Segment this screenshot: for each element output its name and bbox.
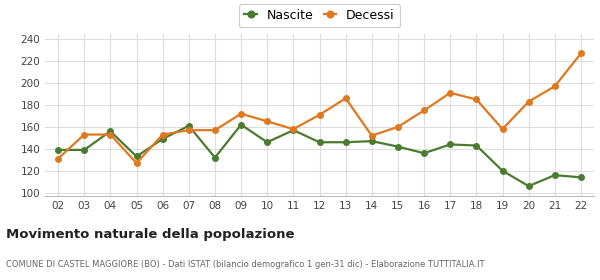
Decessi: [211, 129, 218, 132]
Nascite: [107, 130, 114, 133]
Decessi: [473, 98, 480, 101]
Legend: Nascite, Decessi: Nascite, Decessi: [239, 4, 400, 27]
Decessi: [159, 133, 166, 136]
Text: Movimento naturale della popolazione: Movimento naturale della popolazione: [6, 228, 295, 241]
Decessi: [421, 109, 428, 112]
Decessi: [342, 97, 349, 100]
Nascite: [80, 148, 88, 151]
Line: Nascite: Nascite: [55, 122, 584, 189]
Text: COMUNE DI CASTEL MAGGIORE (BO) - Dati ISTAT (bilancio demografico 1 gen-31 dic) : COMUNE DI CASTEL MAGGIORE (BO) - Dati IS…: [6, 260, 485, 269]
Nascite: [211, 156, 218, 159]
Nascite: [577, 176, 584, 179]
Decessi: [107, 133, 114, 136]
Decessi: [263, 120, 271, 123]
Nascite: [238, 123, 245, 126]
Decessi: [394, 125, 401, 129]
Decessi: [290, 127, 297, 131]
Nascite: [473, 144, 480, 147]
Decessi: [55, 157, 62, 160]
Nascite: [499, 169, 506, 172]
Nascite: [263, 141, 271, 144]
Nascite: [55, 148, 62, 151]
Nascite: [446, 143, 454, 146]
Nascite: [159, 137, 166, 141]
Nascite: [316, 141, 323, 144]
Nascite: [185, 124, 193, 127]
Decessi: [368, 134, 376, 137]
Nascite: [368, 139, 376, 143]
Decessi: [316, 113, 323, 116]
Nascite: [394, 145, 401, 148]
Nascite: [133, 155, 140, 158]
Line: Decessi: Decessi: [55, 51, 584, 166]
Decessi: [238, 112, 245, 115]
Nascite: [290, 129, 297, 132]
Nascite: [421, 151, 428, 155]
Nascite: [551, 174, 559, 177]
Decessi: [577, 52, 584, 55]
Decessi: [551, 85, 559, 88]
Decessi: [133, 161, 140, 165]
Decessi: [446, 91, 454, 95]
Decessi: [525, 100, 532, 103]
Decessi: [499, 127, 506, 131]
Nascite: [525, 185, 532, 188]
Decessi: [185, 129, 193, 132]
Nascite: [342, 141, 349, 144]
Decessi: [80, 133, 88, 136]
